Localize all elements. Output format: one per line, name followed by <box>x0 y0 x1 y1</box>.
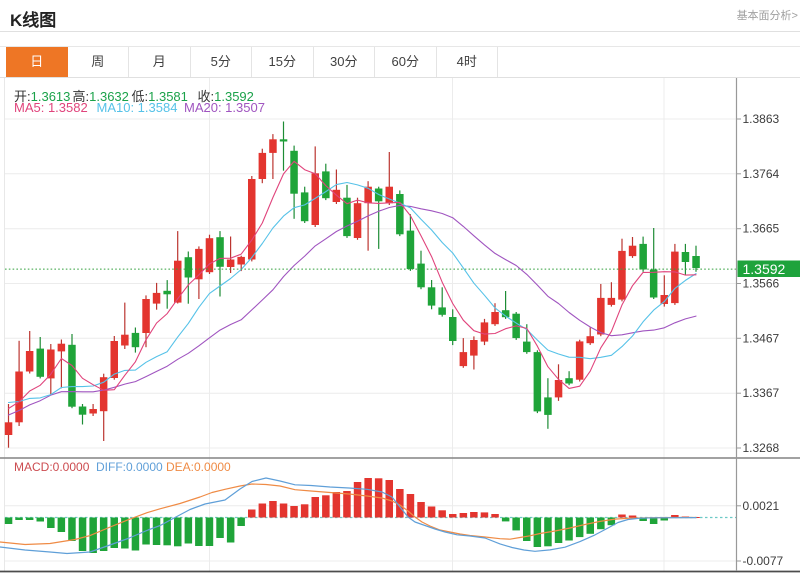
svg-text:1.3863: 1.3863 <box>743 112 780 126</box>
svg-text:1.3665: 1.3665 <box>743 222 780 236</box>
svg-text:-0.0077: -0.0077 <box>743 554 784 568</box>
svg-text:1.3566: 1.3566 <box>743 277 780 291</box>
svg-text:1.3764: 1.3764 <box>743 167 780 181</box>
svg-text:0.0021: 0.0021 <box>743 499 780 513</box>
svg-text:1.3467: 1.3467 <box>743 331 780 345</box>
svg-text:1.3592: 1.3592 <box>743 261 786 277</box>
svg-text:1.3367: 1.3367 <box>743 386 780 400</box>
svg-text:1.3268: 1.3268 <box>743 441 780 455</box>
